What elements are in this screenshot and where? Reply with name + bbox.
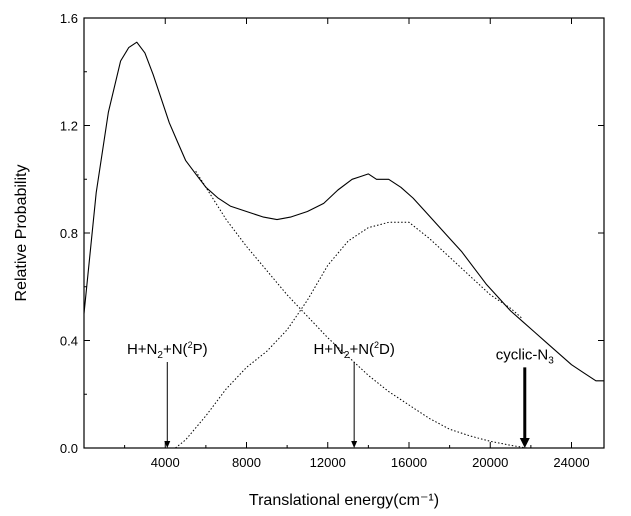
annotation-layer: H+N2+N(2P) H+N2+N(2D) cyclic-N3 (127, 340, 554, 448)
dotted-curve-1 (196, 171, 527, 448)
x-tick-label: 16000 (391, 455, 427, 470)
y-tick-label: 1.6 (60, 11, 78, 26)
y-tick-label: 0.0 (60, 441, 78, 456)
y-tick-label: 1.2 (60, 119, 78, 134)
y-axis-label: Relative Probability (13, 165, 30, 302)
x-tick-label: 4000 (151, 455, 180, 470)
tick-layer: 4000 8000 12000 16000 20000 24000 0.0 0.4 0.8 1.2… (60, 11, 604, 470)
annotation-arrow-head (351, 441, 357, 448)
x-tick-label: 20000 (472, 455, 508, 470)
dotted-curve-2 (175, 222, 522, 448)
annotation-arrow-head (520, 438, 530, 448)
total-curve (84, 42, 604, 381)
x-tick-label: 12000 (310, 455, 346, 470)
annotation-label: cyclic-N3 (496, 346, 555, 366)
x-tick-label: 24000 (553, 455, 589, 470)
y-tick-label: 0.4 (60, 334, 78, 349)
annotation-label: H+N2+N(2P) (127, 340, 208, 361)
x-tick-label: 8000 (232, 455, 261, 470)
x-axis-label: Translational energy(cm⁻¹) (249, 492, 439, 509)
annotation-label: H+N2+N(2D) (313, 340, 394, 361)
y-tick-label: 0.8 (60, 226, 78, 241)
